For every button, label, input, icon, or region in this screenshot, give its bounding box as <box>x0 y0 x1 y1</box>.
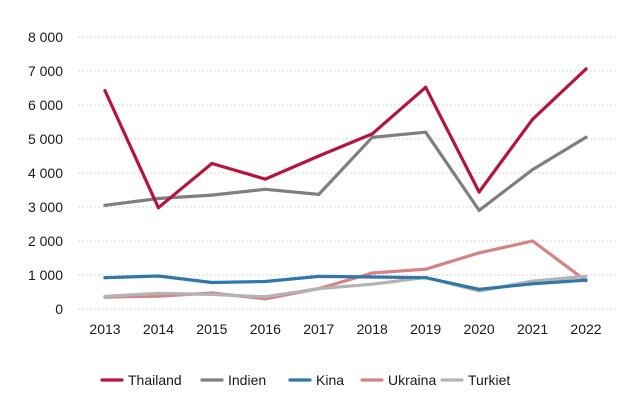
data-point-thailand <box>424 85 428 89</box>
legend-item-kina: Kina <box>288 372 344 388</box>
series-layer <box>103 67 588 301</box>
data-point-thailand <box>477 190 481 194</box>
series-line-ukraina <box>103 239 588 301</box>
data-point-kina <box>370 275 374 279</box>
legend-item-turkiet: Turkiet <box>440 372 510 388</box>
legend-label: Indien <box>228 372 266 388</box>
data-point-ukraina <box>424 267 428 271</box>
x-tick-label: 2017 <box>303 321 334 337</box>
legend-item-thailand: Thailand <box>100 372 182 388</box>
legend-item-ukraina: Ukraina <box>360 372 436 388</box>
x-tick-label: 2014 <box>143 321 174 337</box>
legend-label: Thailand <box>128 372 182 388</box>
data-point-turkiet <box>584 274 588 278</box>
series-line-indien <box>103 130 588 212</box>
x-tick-label: 2020 <box>464 321 495 337</box>
data-point-kina <box>103 276 107 280</box>
x-tick-label: 2022 <box>570 321 601 337</box>
y-axis-ticks: 0 1 000 2 000 3 000 4 000 5 000 6 000 7 000 8 00… <box>28 29 63 317</box>
y-tick-label: 7 000 <box>28 63 63 79</box>
data-point-indien <box>263 187 267 191</box>
data-point-thailand <box>156 206 161 210</box>
series-thailand <box>103 67 588 210</box>
x-tick-label: 2019 <box>410 321 441 337</box>
data-point-ukraina <box>530 239 535 243</box>
x-axis-ticks: 2013 2014 2015 2016 2017 2018 2019 2020 2021 2022 <box>89 321 601 337</box>
legend-item-indien: Indien <box>200 372 266 388</box>
data-point-indien <box>584 135 588 139</box>
legend-label: Ukraina <box>388 372 436 388</box>
x-tick-label: 2018 <box>357 321 388 337</box>
y-tick-label: 8 000 <box>28 29 63 45</box>
series-ukraina <box>103 239 588 301</box>
data-point-kina <box>477 287 481 291</box>
data-point-turkiet <box>370 282 374 286</box>
series-line-thailand <box>103 67 588 210</box>
x-tick-label: 2021 <box>517 321 548 337</box>
y-tick-label: 4 000 <box>28 165 63 181</box>
x-tick-label: 2015 <box>196 321 227 337</box>
y-tick-label: 3 000 <box>28 199 63 215</box>
data-point-thailand <box>370 132 374 136</box>
data-point-turkiet <box>530 279 535 283</box>
data-point-indien <box>370 135 374 139</box>
data-point-ukraina <box>477 251 481 255</box>
legend: Thailand Indien Kina Ukraina Turkiet <box>100 372 510 388</box>
data-point-kina <box>156 274 161 278</box>
legend-label: Kina <box>316 372 344 388</box>
data-point-thailand <box>103 89 107 93</box>
data-point-indien <box>317 192 321 197</box>
data-point-thailand <box>530 117 535 121</box>
data-point-thailand <box>584 67 588 71</box>
data-point-turkiet <box>317 287 321 291</box>
data-point-ukraina <box>156 294 161 298</box>
data-point-turkiet <box>156 291 161 295</box>
legend-label: Turkiet <box>468 372 510 388</box>
y-tick-label: 1 000 <box>28 267 63 283</box>
data-point-indien <box>530 168 535 172</box>
data-point-indien <box>424 130 428 134</box>
y-tick-label: 5 000 <box>28 131 63 147</box>
data-point-kina <box>584 278 588 282</box>
data-point-kina <box>210 280 214 285</box>
x-tick-label: 2016 <box>250 321 281 337</box>
data-point-indien <box>156 196 161 201</box>
data-point-kina <box>317 274 321 278</box>
data-point-thailand <box>317 154 321 158</box>
x-tick-label: 2013 <box>89 321 120 337</box>
data-point-indien <box>477 208 481 212</box>
data-point-turkiet <box>210 292 214 296</box>
y-tick-label: 6 000 <box>28 97 63 113</box>
data-point-ukraina <box>370 271 374 275</box>
data-point-indien <box>210 193 214 197</box>
data-point-indien <box>103 203 107 207</box>
data-point-thailand <box>210 161 214 166</box>
grid-layer <box>78 36 618 310</box>
series-line-kina <box>103 274 588 291</box>
series-indien <box>103 130 588 212</box>
data-point-kina <box>263 279 267 284</box>
data-point-turkiet <box>263 295 267 299</box>
data-point-kina <box>424 276 428 280</box>
y-tick-label: 2 000 <box>28 233 63 249</box>
data-point-thailand <box>263 177 267 181</box>
series-kina <box>103 274 588 291</box>
data-point-kina <box>530 282 535 286</box>
y-tick-label: 0 <box>55 301 63 317</box>
data-point-turkiet <box>103 294 107 299</box>
